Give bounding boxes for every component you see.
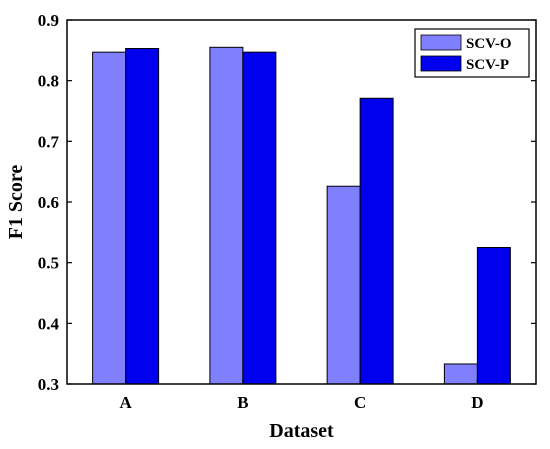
bar-scv-p-d (476, 247, 511, 385)
legend-swatch-scv-p (420, 55, 462, 72)
bar-scv-o-d (443, 363, 478, 385)
legend-label-scv-p: SCV-P (466, 57, 509, 73)
y-axis-ticks: 0.3 0.4 0.5 0.6 0.7 0.8 0.9 (38, 11, 536, 394)
bar-scv-o-b (209, 46, 244, 385)
y-tick-label: 0.5 (38, 254, 59, 273)
legend-swatch-scv-o (420, 34, 462, 51)
y-tick-label: 0.7 (38, 132, 60, 151)
bar-scv-o-a (92, 51, 127, 385)
bars-layer (92, 46, 511, 385)
x-axis-label: Dataset (269, 420, 334, 442)
bar-scv-o-c (326, 185, 361, 385)
x-tick-label: B (237, 393, 248, 412)
y-tick-label: 0.3 (38, 375, 59, 394)
x-axis-ticks: A B C D (119, 379, 484, 412)
x-tick-label: C (354, 393, 366, 412)
bar-scv-p-a (125, 48, 160, 385)
x-tick-label: D (471, 393, 483, 412)
legend-label-scv-o: SCV-O (466, 36, 512, 52)
legend: SCV-O SCV-P (414, 28, 530, 78)
y-tick-label: 0.8 (38, 72, 59, 91)
plot-frame (66, 19, 537, 385)
bar-scv-p-c (359, 97, 394, 385)
y-tick-label: 0.6 (38, 193, 59, 212)
y-tick-label: 0.4 (38, 314, 60, 333)
x-tick-label: A (119, 393, 132, 412)
y-tick-label: 0.9 (38, 11, 59, 30)
y-axis-label: F1 Score (5, 165, 27, 240)
bar-scv-p-b (242, 51, 277, 385)
